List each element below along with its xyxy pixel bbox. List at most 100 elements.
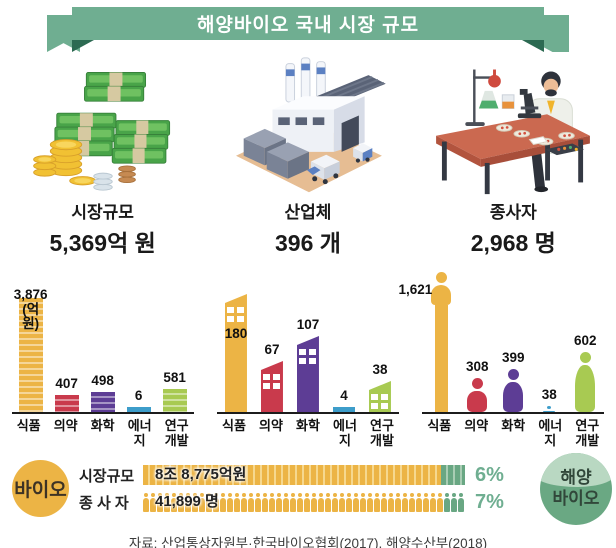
person-unit-icon — [262, 493, 268, 513]
bar-value-label: 407 — [55, 376, 78, 392]
money-stacks-icon — [29, 52, 177, 198]
bar-1 — [54, 395, 79, 412]
person-unit-icon — [164, 493, 170, 513]
person-unit-icon — [374, 493, 380, 513]
bar-slot-1: 308 — [460, 264, 494, 412]
category-label: 의약 — [53, 418, 78, 433]
category-label: 연구 개발 — [575, 418, 600, 448]
stat-label-market-size: 시장규모 — [71, 203, 134, 222]
market-share-bar: 8조 8,775억원 — [143, 465, 465, 486]
market-share-yellow-segment — [143, 465, 441, 486]
bar-slot-0: 180 — [219, 264, 253, 412]
ribbon-fold-right — [522, 40, 544, 52]
stat-value-workers: 2,968 명 — [470, 230, 556, 256]
person-head-icon — [507, 369, 519, 380]
category-label: 의약 — [464, 418, 489, 433]
comparison-strip: 바이오 시장규모 8조 8,775억원 6% 종 사 자 41,899 명 7% — [0, 451, 616, 525]
bar-0 — [18, 298, 43, 412]
market-share-green-segment — [441, 465, 465, 486]
person-bar-2 — [503, 369, 524, 412]
stat-workers: 종사자 2,968 명 — [411, 52, 616, 258]
person-unit-icon — [290, 493, 296, 513]
person-unit-icon — [360, 493, 366, 513]
stat-label-workers: 종사자 — [489, 203, 537, 222]
person-unit-icon — [318, 493, 324, 513]
person-unit-icon — [423, 493, 429, 513]
person-body — [503, 382, 524, 412]
person-unit-icon — [416, 493, 422, 513]
bar-slot-1: 67 — [255, 264, 289, 412]
person-unit-icon — [304, 493, 310, 513]
person-unit-icon — [178, 493, 184, 513]
building-windows-icon — [227, 307, 245, 322]
bar-value-label: 67 — [264, 342, 280, 358]
person-unit-icon — [220, 493, 226, 513]
comparison-rows: 시장규모 8조 8,775억원 6% 종 사 자 41,899 명 7% — [79, 463, 538, 513]
bar-slot-0: 3,876 (억원) — [14, 264, 48, 412]
researcher-icon — [430, 52, 596, 198]
person-unit-icon — [185, 493, 191, 513]
marine-bio-badge-line2: 바이오 — [552, 488, 600, 508]
category-label: 에너지 — [127, 418, 152, 448]
category-label: 식품 — [427, 418, 452, 433]
bar-value-label: 602 — [574, 333, 597, 349]
person-body — [467, 391, 488, 412]
bar-value-label: 3,876 (억원) — [13, 287, 48, 332]
person-unit-icon — [346, 493, 352, 513]
category-label: 화학 — [90, 418, 115, 433]
bar-value-label: 308 — [466, 359, 489, 375]
marine-bio-badge-line1: 해양 — [560, 468, 592, 488]
person-unit-icon — [367, 493, 373, 513]
category-label: 연구 개발 — [164, 418, 189, 448]
person-body — [575, 365, 596, 412]
bar-slot-2: 107 — [291, 264, 325, 412]
person-unit-icon — [199, 493, 205, 513]
comparison-label-market: 시장규모 — [79, 467, 135, 485]
person-unit-icon — [269, 493, 275, 513]
chart-companies: 180 67 107 4 38 식품 의약 화학 에너지 연구 개발 — [205, 264, 410, 449]
person-bar-4 — [575, 352, 596, 412]
bar-4 — [162, 389, 187, 412]
plot-workers: 1,621 308 399 38 602 — [398, 264, 605, 414]
category-axis-market-size: 식품 의약 화학 에너지 연구 개발 — [10, 418, 196, 449]
person-unit-icon — [150, 493, 156, 513]
person-bar-3 — [543, 406, 556, 412]
person-unit-icon — [283, 493, 289, 513]
source-note: 자료: 산업통상자원부·한국바이오협회(2017), 해양수산부(2018) — [128, 535, 488, 548]
person-unit-icon — [381, 493, 387, 513]
bar-slot-4: 602 — [568, 264, 602, 412]
bar-slot-2: 498 — [86, 264, 120, 412]
person-shoulders — [431, 285, 452, 305]
person-unit-icon — [297, 493, 303, 513]
person-unit-icon — [388, 493, 394, 513]
bar-value-label: 4 — [340, 388, 348, 404]
bar-value-label: 107 — [296, 317, 320, 333]
bar-0 — [224, 294, 247, 412]
stat-value-market-size: 5,369억 원 — [49, 230, 156, 256]
bar-value-label: 581 — [163, 370, 186, 386]
category-label: 에너지 — [333, 418, 357, 448]
stats-row: 시장규모 5,369억 원 — [0, 52, 616, 258]
person-unit-icon — [171, 493, 177, 513]
bar-3 — [332, 407, 355, 412]
person-head-icon — [435, 272, 447, 283]
market-share-percent: 6% — [475, 463, 504, 486]
bar-2 — [90, 392, 115, 412]
ribbon-band: 해양바이오 국내 시장 규모 — [72, 7, 544, 40]
category-label: 화학 — [501, 418, 526, 433]
bar-value-label: 6 — [134, 388, 143, 404]
bar-slot-2: 399 — [496, 264, 530, 412]
person-head-icon — [547, 406, 552, 410]
person-unit-icon — [234, 493, 240, 513]
category-label: 식품 — [222, 418, 246, 433]
title-banner: 해양바이오 국내 시장 규모 — [0, 0, 616, 52]
category-label: 에너지 — [538, 418, 563, 448]
building-windows-icon — [371, 394, 389, 409]
bar-1 — [260, 361, 283, 412]
bar-value-label: 180 — [224, 326, 248, 342]
category-label: 식품 — [16, 418, 41, 433]
chart-workers: 1,621 308 399 38 602 식품 의약 화학 에너지 연구 개발 — [398, 264, 616, 449]
stat-label-companies: 산업체 — [284, 203, 332, 222]
workers-share-percent: 7% — [475, 490, 504, 513]
bar-slot-3: 6 — [122, 264, 156, 412]
